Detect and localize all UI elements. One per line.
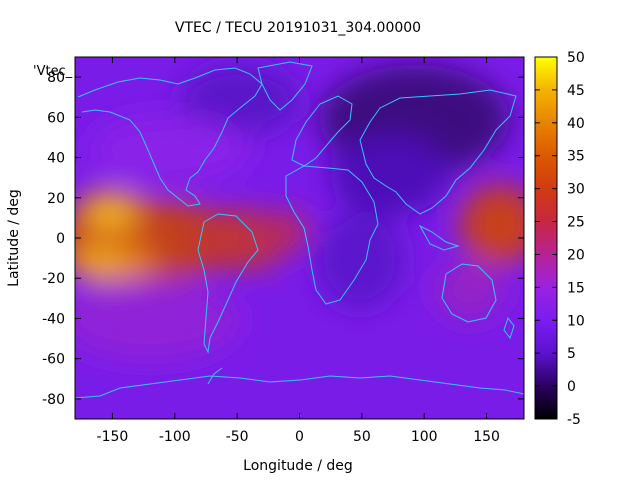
- legend-key: 'Vtec_: [33, 64, 73, 79]
- colorbar-tick-label: 45: [567, 83, 585, 99]
- coastlines: [75, 61, 524, 399]
- western-pacific-high: [460, 185, 524, 265]
- x-tick-label: -150: [97, 429, 129, 445]
- chart-title: VTEC / TECU 20191031_304.00000: [175, 20, 421, 36]
- new-zealand-coast: [503, 316, 515, 340]
- colorbar-ticks: -5 0 5 10 15 20 25 30 35 40 45 50: [535, 50, 585, 428]
- greenland-coast: [257, 61, 313, 111]
- y-tick-label: 60: [47, 110, 65, 126]
- atlantic-north-low-tec: [180, 65, 300, 135]
- x-tick-label: 0: [295, 429, 304, 445]
- equatorial-band-atlantic: [250, 212, 310, 252]
- anomaly-crest-north-core: [92, 202, 128, 222]
- pacific-north-moderate: [90, 115, 250, 185]
- africa-low-tec: [315, 210, 405, 310]
- antarctic-peninsula: [207, 367, 223, 385]
- y-tick-label: 80: [47, 70, 65, 86]
- x-tick-label: 100: [411, 429, 438, 445]
- colorbar-gradient: [534, 56, 558, 420]
- australia-coast: [441, 263, 497, 323]
- south-pacific-moderate: [75, 280, 240, 360]
- colorbar: -5 0 5 10 15 20 25 30 35 40 45 50: [534, 50, 585, 428]
- vtec-heatmap: [75, 57, 524, 419]
- colorbar-tick-label: 30: [567, 182, 585, 198]
- y-axis-label: Latitude / deg: [6, 189, 22, 287]
- indonesia-coast: [418, 224, 460, 251]
- colorbar-tick-label: -5: [567, 412, 581, 428]
- asia-low-tec: [330, 135, 450, 215]
- colorbar-tick-label: 5: [567, 346, 576, 362]
- x-axis-label: Longitude / deg: [243, 458, 353, 474]
- south-america-coast: [197, 213, 259, 354]
- x-tick-label: -50: [226, 429, 249, 445]
- y-tick-label: 0: [56, 231, 65, 247]
- colorbar-tick-label: 10: [567, 313, 585, 329]
- anomaly-crest-south-core: [78, 253, 122, 271]
- x-axis-ticks: -150 -100 -50 0 50 100 150: [97, 57, 500, 445]
- x-tick-label: 150: [473, 429, 500, 445]
- y-tick-label: -80: [42, 392, 65, 408]
- x-tick-label: -100: [159, 429, 191, 445]
- antarctica-coast: [75, 375, 524, 399]
- europe-coast: [291, 95, 353, 167]
- y-tick-label: 20: [47, 191, 65, 207]
- x-tick-label: 50: [353, 429, 371, 445]
- y-tick-label: 40: [47, 151, 65, 167]
- y-axis-ticks: -80 -60 -40 -20 0 20 40 60 80: [42, 70, 524, 408]
- colorbar-tick-label: 35: [567, 149, 585, 165]
- colorbar-tick-label: 0: [567, 379, 576, 395]
- north-america-coast: [77, 67, 263, 207]
- africa-coast: [285, 165, 379, 305]
- asia-coast: [359, 89, 517, 215]
- y-tick-label: -40: [42, 311, 65, 327]
- y-tick-label: -60: [42, 352, 65, 368]
- heatmap-blobs: [75, 65, 524, 360]
- colorbar-tick-label: 25: [567, 215, 585, 231]
- y-tick-label: -20: [42, 271, 65, 287]
- colorbar-tick-label: 15: [567, 280, 585, 296]
- colorbar-tick-label: 50: [567, 50, 585, 66]
- colorbar-tick-label: 20: [567, 247, 585, 263]
- colorbar-tick-label: 40: [567, 116, 585, 132]
